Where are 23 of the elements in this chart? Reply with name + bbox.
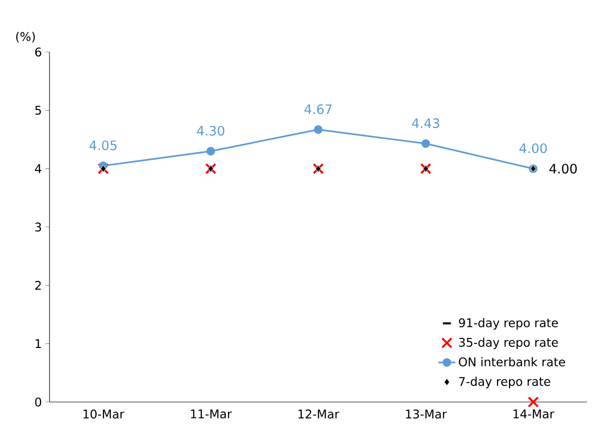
legend-label: 7-day repo rate [459, 376, 550, 388]
data-label: 4.00 [549, 164, 577, 174]
legend-label: 35-day repo rate [459, 338, 558, 350]
y-tick-label: 5 [35, 106, 41, 115]
y-tick-label: 3 [35, 222, 42, 232]
y-tick-label: 4 [34, 164, 42, 174]
x-tick-label: 14-Mar [514, 410, 554, 418]
x-tick-label: 10-Mar [84, 410, 124, 419]
data-label: 4.05 [89, 140, 117, 150]
x-tick-label: 12-Mar [298, 410, 340, 419]
data-label: 4.00 [519, 143, 547, 154]
data-label: 4.67 [304, 104, 332, 114]
y-axis-title: (%) [16, 32, 35, 42]
y-tick-label: 1 [36, 339, 41, 348]
y-tick-label: 6 [35, 47, 42, 57]
y-tick-label: 2 [35, 280, 41, 290]
data-label: 4.30 [196, 126, 224, 136]
x-tick-label: 11-Mar [191, 410, 232, 418]
legend-label: 91-day repo rate [458, 318, 558, 330]
data-label: 4.43 [412, 118, 440, 128]
y-tick-label: 0 [35, 397, 42, 407]
x-tick-label: 13-Mar [406, 410, 447, 419]
legend-label: ON interbank rate [458, 357, 566, 366]
